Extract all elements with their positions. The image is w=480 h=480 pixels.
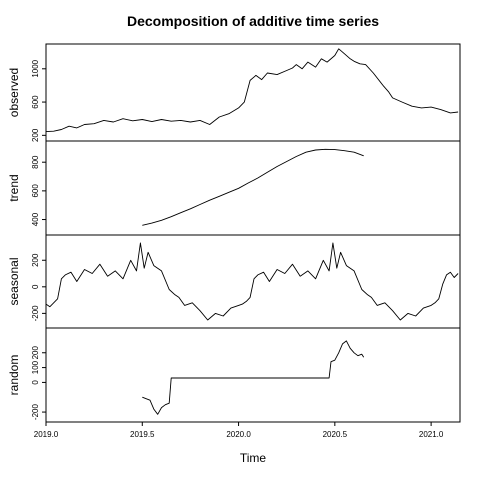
panel-frame-trend (45, 140, 461, 236)
series-line-observed (45, 48, 459, 133)
x-tick-label-3: 2020.5 (323, 430, 348, 439)
y-tick-label-trend-1: 600 (31, 184, 40, 198)
x-tick-label-2: 2020.0 (226, 430, 251, 439)
panel-seasonal: seasonal -200 0 200 (7, 234, 461, 329)
y-tick-label-seasonal-2: 200 (31, 253, 40, 267)
series-line-trend (142, 148, 364, 226)
x-tick-label-1: 2019.5 (130, 430, 155, 439)
panel-frame-random (45, 327, 461, 423)
x-axis-label: Time (240, 451, 267, 465)
y-tick-label-observed-0: 200 (31, 128, 40, 142)
x-tick-label-4: 2021.0 (419, 430, 444, 439)
y-tick-label-random-2: 100 (31, 360, 40, 374)
series-line-random (142, 340, 365, 415)
panels-group: observed2006001000trend400600800seasonal… (7, 43, 461, 423)
y-tick-label-observed-1: 600 (31, 95, 40, 109)
y-tick-label-seasonal-0: -200 (31, 305, 40, 322)
panel-observed: observed 200 600 1000 (7, 43, 461, 142)
panel-ylabel-seasonal: seasonal (7, 257, 21, 305)
chart-title: Decomposition of additive time series (127, 13, 379, 29)
y-tick-label-trend-0: 400 (31, 212, 40, 226)
y-tick-label-seasonal-1: 0 (31, 284, 40, 289)
panel-ylabel-trend: trend (7, 174, 21, 201)
panel-ylabel-observed: observed (7, 68, 21, 117)
series-line-seasonal (45, 242, 459, 321)
panel-ylabel-random: random (7, 355, 21, 396)
panel-trend: trend 400 600 800 (7, 140, 461, 236)
y-tick-label-random-1: 0 (31, 380, 40, 385)
y-tick-label-random-3: 200 (31, 346, 40, 360)
y-tick-label-trend-2: 800 (31, 155, 40, 169)
panel-frame-observed (45, 43, 461, 142)
x-axis: 2019.0 2019.5 2020.0 2020.5 2021.0 (34, 422, 444, 439)
y-tick-label-random-0: -200 (31, 404, 40, 421)
x-tick-label-0: 2019.0 (34, 430, 59, 439)
y-tick-label-observed-2: 1000 (31, 59, 40, 77)
